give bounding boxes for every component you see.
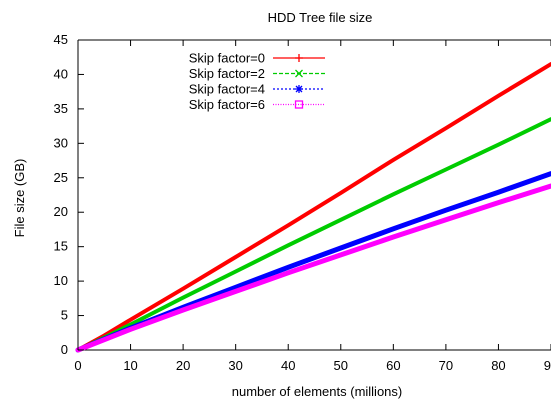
data-point-0 (339, 191, 342, 195)
data-point-3 (129, 328, 132, 331)
y-tick-label: 5 (61, 308, 68, 323)
y-tick-label: 35 (54, 101, 68, 116)
x-tick-label: 10 (123, 358, 137, 373)
series-line-1 (76, 117, 551, 352)
chart-title: HDD Tree file size (268, 10, 373, 25)
data-point-0 (234, 255, 237, 259)
data-point-1 (392, 193, 395, 196)
x-tick-label: 60 (386, 358, 400, 373)
data-point-3 (497, 201, 500, 204)
y-tick-label: 10 (54, 273, 68, 288)
x-tick-label: 90 (544, 358, 551, 373)
x-tick-label: 0 (74, 358, 81, 373)
data-point-1 (339, 218, 342, 221)
legend-marker-plus-icon (295, 54, 303, 62)
data-point-1 (181, 296, 185, 299)
data-point-0 (392, 158, 395, 162)
data-point-3 (234, 290, 237, 293)
legend-marker-cross-icon (295, 69, 303, 78)
tick-layer: 0 10 20 30 40 50 60 70 80 90 0 5 10 15 20 25 30 35 40 45 (54, 32, 551, 373)
legend-marker-square-icon (294, 100, 304, 109)
y-tick-label: 15 (54, 239, 68, 254)
data-point-2 (287, 266, 290, 269)
data-point-1 (444, 168, 448, 171)
legend-marker-star-icon (295, 85, 303, 93)
x-tick-label: 20 (176, 358, 190, 373)
x-tick-label: 50 (334, 358, 348, 373)
data-point-3 (181, 308, 185, 312)
data-point-1 (497, 143, 500, 146)
data-point-1 (234, 270, 237, 273)
data-point-3 (287, 271, 290, 275)
data-point-1 (287, 244, 290, 247)
y-axis-title: File size (GB) (12, 159, 27, 238)
data-point-2 (392, 227, 395, 230)
data-point-0 (444, 126, 448, 130)
data-point-3 (392, 235, 395, 239)
x-tick-label: 70 (439, 358, 453, 373)
y-tick-label: 40 (54, 66, 68, 81)
data-point-0 (129, 318, 132, 321)
x-tick-label: 40 (281, 358, 295, 373)
y-tick-label: 0 (61, 342, 68, 357)
y-tick-label: 20 (54, 204, 68, 219)
data-point-3 (339, 253, 342, 257)
y-tick-label: 45 (54, 32, 68, 47)
legend-label-0: Skip factor=0 (189, 51, 265, 66)
x-tick-label: 80 (491, 358, 505, 373)
y-tick-label: 30 (54, 135, 68, 150)
data-point-2 (497, 191, 500, 194)
data-point-2 (234, 286, 237, 289)
y-tick-label: 25 (54, 170, 68, 185)
data-point-2 (339, 246, 342, 250)
data-point-3 (103, 338, 106, 341)
data-point-2 (444, 208, 448, 212)
data-point-0 (181, 287, 185, 290)
plot-frame (77, 39, 551, 351)
data-point-0 (287, 224, 290, 227)
legend-label-3: Skip factor=6 (189, 97, 265, 112)
series-layer (75, 62, 551, 353)
legend-label-2: Skip factor=4 (189, 82, 265, 97)
data-point-0 (497, 94, 500, 98)
x-tick-label: 30 (228, 358, 242, 373)
legend-label-1: Skip factor=2 (189, 66, 265, 81)
data-point-3 (444, 218, 448, 221)
x-axis-title: number of elements (millions) (232, 384, 403, 399)
